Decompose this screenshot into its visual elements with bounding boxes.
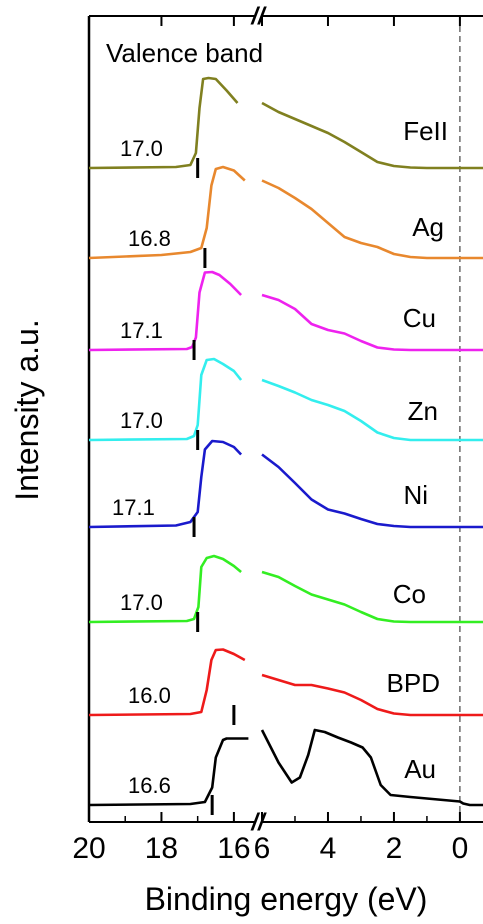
series-line-co-right bbox=[261, 570, 483, 624]
x-tick-label: 16 bbox=[217, 832, 250, 865]
series-line-ag-left bbox=[88, 165, 246, 260]
series-line-ni-left bbox=[88, 439, 243, 529]
x-tick-label: 18 bbox=[145, 832, 178, 865]
cutoff-label: 17.0 bbox=[120, 136, 163, 161]
x-tick-label: 0 bbox=[452, 832, 469, 865]
x-tick-label: 4 bbox=[320, 832, 337, 865]
cutoff-label: 16.6 bbox=[128, 773, 171, 798]
cutoff-label: 17.0 bbox=[120, 408, 163, 433]
series-line-bpd-right bbox=[261, 673, 483, 717]
series-line-au-left bbox=[88, 737, 249, 807]
tick-marks bbox=[88, 16, 461, 822]
series-line-feii-right bbox=[261, 101, 483, 170]
series-line-zn-left bbox=[88, 357, 243, 442]
cutoff-label: 17.1 bbox=[120, 318, 163, 343]
y-axis-label: Intensity a.u. bbox=[9, 319, 45, 500]
cutoff-label: 16.0 bbox=[128, 683, 171, 708]
x-tick-label: 20 bbox=[72, 832, 105, 865]
series-label: FeII bbox=[403, 116, 448, 146]
cutoff-label: 16.8 bbox=[128, 226, 171, 251]
series-label: Ni bbox=[403, 480, 428, 510]
series-label: Co bbox=[393, 579, 426, 609]
series-label: Zn bbox=[408, 396, 438, 426]
x-tick-label: 2 bbox=[386, 832, 403, 865]
series-line-ag-right bbox=[261, 179, 483, 260]
series-group: 17.0 FeII 16.8 Ag 17.1 Cu 17.0 Zn 17.1 Ni 17.0 Co 16… bbox=[88, 76, 483, 815]
series-label: BPD bbox=[387, 668, 440, 698]
tick-labels: 20 18 16 6 4 2 0 bbox=[72, 832, 468, 865]
series-label: Au bbox=[404, 754, 436, 784]
x-tick-label: 6 bbox=[254, 832, 271, 865]
series-line-feii-left bbox=[88, 76, 239, 170]
series-line-cu-right bbox=[261, 293, 483, 352]
series-label: Cu bbox=[403, 303, 436, 333]
axis-break-top: // bbox=[250, 3, 267, 30]
series-line-au-right bbox=[260, 728, 483, 807]
series-line-co-left bbox=[88, 554, 242, 624]
series-line-cu-left bbox=[88, 270, 243, 352]
series-line-bpd-left bbox=[88, 648, 246, 717]
cutoff-label: 17.0 bbox=[120, 590, 163, 615]
series-line-ni-right bbox=[261, 453, 483, 529]
series-line-zn-right bbox=[261, 378, 483, 442]
x-axis-label: Binding energy (eV) bbox=[145, 881, 428, 917]
series-label: Ag bbox=[412, 212, 444, 242]
cutoff-label: 17.1 bbox=[112, 495, 155, 520]
chart-title: Valence band bbox=[106, 38, 263, 68]
